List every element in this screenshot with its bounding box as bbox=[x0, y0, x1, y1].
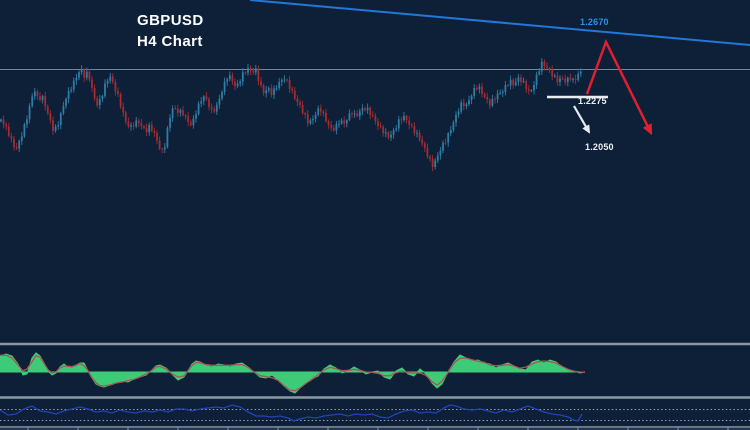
signal-line bbox=[0, 354, 586, 392]
support-price-label: 1.2275 bbox=[578, 96, 607, 106]
white-target-arrow[interactable] bbox=[573, 105, 590, 134]
red-projection-arrow[interactable] bbox=[585, 38, 653, 136]
symbol-label: GBPUSD bbox=[137, 12, 204, 29]
candlestick-series[interactable] bbox=[0, 58, 582, 172]
target-price-label: 1.2050 bbox=[585, 142, 614, 152]
chart-title: GBPUSD H4 Chart bbox=[137, 10, 204, 52]
lower-indicator-line bbox=[0, 404, 583, 422]
trendline-price-label: 1.2670 bbox=[580, 17, 609, 27]
trend-line[interactable] bbox=[249, 0, 750, 46]
timeframe-label: H4 Chart bbox=[137, 33, 203, 50]
oscillator-series bbox=[0, 352, 586, 394]
